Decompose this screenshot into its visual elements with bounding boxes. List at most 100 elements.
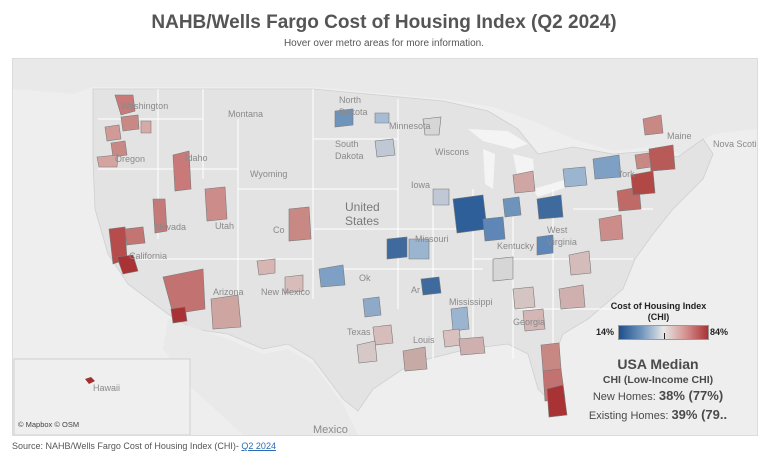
lake-superior <box>468 129 528 149</box>
metro-denver[interactable] <box>288 206 312 242</box>
metro-tacoma[interactable] <box>120 114 140 132</box>
hawaii-inset <box>13 358 191 435</box>
label-united-states-1: United <box>345 200 380 214</box>
metro-baton-rouge[interactable] <box>442 328 462 348</box>
metro-hawaii[interactable] <box>85 377 95 384</box>
label-texas: Texas <box>347 327 371 337</box>
label-mississippi: Mississippi <box>449 297 493 307</box>
metro-raleigh[interactable] <box>568 250 592 276</box>
metro-las-cruces[interactable] <box>284 274 304 294</box>
label-wyoming: Wyoming <box>250 169 287 179</box>
metro-little-rock[interactable] <box>420 276 442 296</box>
metro-fort-wayne[interactable] <box>502 196 522 218</box>
map-viewport[interactable]: Washington Montana North Dakota Minnesot… <box>12 58 758 436</box>
median-title: USA Median <box>617 356 699 372</box>
metro-springfield[interactable] <box>408 238 430 260</box>
metro-houston[interactable] <box>402 346 428 372</box>
legend-max-label: 84% <box>710 327 729 337</box>
median-subtitle: CHI (Low-Income CHI) <box>602 374 714 386</box>
existing-homes-value: 39% (79.. <box>671 407 728 422</box>
metro-seattle[interactable] <box>114 94 136 116</box>
lake-erie <box>533 179 573 197</box>
metro-cleveland[interactable] <box>536 194 564 220</box>
metro-sacramento[interactable] <box>124 226 146 246</box>
metro-kansas-city[interactable] <box>386 236 408 260</box>
label-oregon: Oregon <box>115 154 145 164</box>
metro-duluth[interactable] <box>422 116 442 136</box>
metro-miami[interactable] <box>546 384 568 418</box>
metro-jacksonville[interactable] <box>540 342 562 372</box>
metro-portland-me[interactable] <box>642 114 664 136</box>
chart-subtitle: Hover over metro areas for more informat… <box>283 38 485 49</box>
label-oklahoma: Ok <box>359 273 371 283</box>
usa-median-panel: USA Median CHI (Low-Income CHI) New Home… <box>568 355 748 425</box>
metro-kennewick[interactable] <box>140 120 152 134</box>
metro-chattanooga[interactable] <box>512 286 536 310</box>
map-attribution: © Mapbox © OSM <box>18 420 80 429</box>
label-west-virginia-1: West <box>547 225 568 235</box>
metro-boise[interactable] <box>172 150 192 192</box>
metro-rochester[interactable] <box>592 154 622 180</box>
metro-grand-forks[interactable] <box>374 112 390 124</box>
metro-olympia[interactable] <box>104 124 122 142</box>
legend-median-tick <box>664 333 665 339</box>
metro-atlanta[interactable] <box>522 308 546 332</box>
metro-washington-dc[interactable] <box>598 214 624 242</box>
label-utah: Utah <box>215 221 234 231</box>
metro-eugene[interactable] <box>96 154 119 168</box>
metro-san-jose[interactable] <box>116 254 139 275</box>
metro-areas <box>96 94 676 418</box>
metro-des-moines[interactable] <box>432 188 450 206</box>
source-text: Source: NAHB/Wells Fargo Cost of Housing… <box>12 441 242 451</box>
metro-phoenix[interactable] <box>210 294 242 330</box>
legend-min-label: 14% <box>596 327 615 337</box>
metro-albuquerque[interactable] <box>256 258 276 276</box>
metro-austin[interactable] <box>372 324 394 346</box>
mexico-landmass <box>163 319 358 435</box>
source-link[interactable]: Q2 2024 <box>241 441 276 451</box>
metro-reno[interactable] <box>152 198 168 234</box>
metro-detroit[interactable] <box>512 170 536 194</box>
label-wisconsin: Wiscons <box>435 147 470 157</box>
metro-fargo[interactable] <box>334 108 354 128</box>
label-colorado: Co <box>273 225 285 235</box>
label-south-dakota-1: South <box>335 139 359 149</box>
label-mexico: Mexico <box>313 424 348 435</box>
metro-hartford[interactable] <box>634 152 652 170</box>
metro-minneapolis[interactable] <box>374 138 396 158</box>
canada-landmass <box>13 59 757 154</box>
new-homes-label: New Homes: <box>592 391 659 403</box>
metro-portland[interactable] <box>110 140 128 158</box>
label-north-dakota-1: North <box>339 95 361 105</box>
metro-jackson[interactable] <box>450 306 470 332</box>
metro-salt-lake[interactable] <box>204 186 228 222</box>
metro-buffalo[interactable] <box>562 166 588 188</box>
label-nova-scotia: Nova Scoti <box>713 139 757 149</box>
metro-louisville[interactable] <box>492 256 514 282</box>
label-arizona: Arizona <box>213 287 244 297</box>
metro-boston[interactable] <box>648 144 676 172</box>
metro-san-diego[interactable] <box>170 306 188 324</box>
chart-title: NAHB/Wells Fargo Cost of Housing Index (… <box>151 12 617 33</box>
source-footer: Source: NAHB/Wells Fargo Cost of Housing… <box>12 441 276 451</box>
label-hawaii: Hawaii <box>93 383 120 393</box>
map-labels: Washington Montana North Dakota Minnesot… <box>93 95 757 435</box>
existing-homes-label: Existing Homes: <box>588 410 672 422</box>
lake-michigan <box>483 149 495 189</box>
metro-san-antonio[interactable] <box>356 340 378 364</box>
median-existing-homes: Existing Homes: 39% (79.. <box>568 406 748 425</box>
metro-new-york[interactable] <box>630 170 656 196</box>
metro-chicago[interactable] <box>452 194 488 234</box>
label-idaho: Idaho <box>185 153 208 163</box>
metro-charleston-wv[interactable] <box>536 234 554 256</box>
metro-indianapolis[interactable] <box>482 216 506 242</box>
metro-los-angeles[interactable] <box>162 268 206 315</box>
label-louisiana: Louis <box>413 335 435 345</box>
metro-dallas[interactable] <box>362 296 382 318</box>
label-california: California <box>129 251 167 261</box>
metro-oklahoma-city[interactable] <box>318 264 346 288</box>
legend-color-ramp <box>618 325 709 340</box>
metro-new-orleans[interactable] <box>458 336 486 356</box>
metro-charlotte[interactable] <box>558 284 586 310</box>
map-canvas[interactable]: Washington Montana North Dakota Minnesot… <box>13 59 757 435</box>
